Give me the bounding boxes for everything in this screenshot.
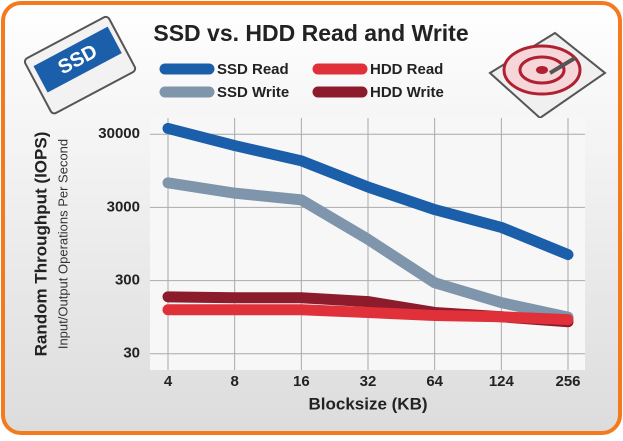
series-line — [162, 304, 574, 326]
legend-label: HDD Read — [370, 61, 443, 78]
hdd-icon — [488, 31, 607, 120]
x-tick-label: 32 — [360, 373, 377, 390]
series-line — [162, 122, 574, 261]
ssd-icon: SSD — [23, 15, 137, 115]
x-tick-label: 16 — [293, 373, 310, 390]
y-axis-title: Random Throughput (IOPS) — [31, 132, 50, 357]
y-axis-subtitle: Input/Output Operations Per Second — [55, 139, 70, 349]
chart-title: SSD vs. HDD Read and Write — [153, 20, 468, 46]
y-tick-label: 30000 — [98, 125, 140, 142]
x-tick-label: 256 — [555, 373, 580, 390]
y-tick-label: 3000 — [107, 198, 140, 215]
series-line — [162, 177, 574, 323]
x-axis-title: Blocksize (KB) — [308, 394, 427, 413]
x-tick-label: 64 — [426, 373, 443, 390]
x-tick-label: 124 — [489, 373, 515, 390]
y-tick-label: 30 — [123, 345, 140, 362]
y-tick-label: 300 — [115, 272, 140, 289]
legend-label: HDD Write — [370, 84, 444, 101]
x-tick-label: 8 — [230, 373, 238, 390]
legend-label: SSD Read — [217, 61, 289, 78]
x-tick-label: 4 — [164, 373, 173, 390]
legend-label: SSD Write — [217, 84, 289, 101]
